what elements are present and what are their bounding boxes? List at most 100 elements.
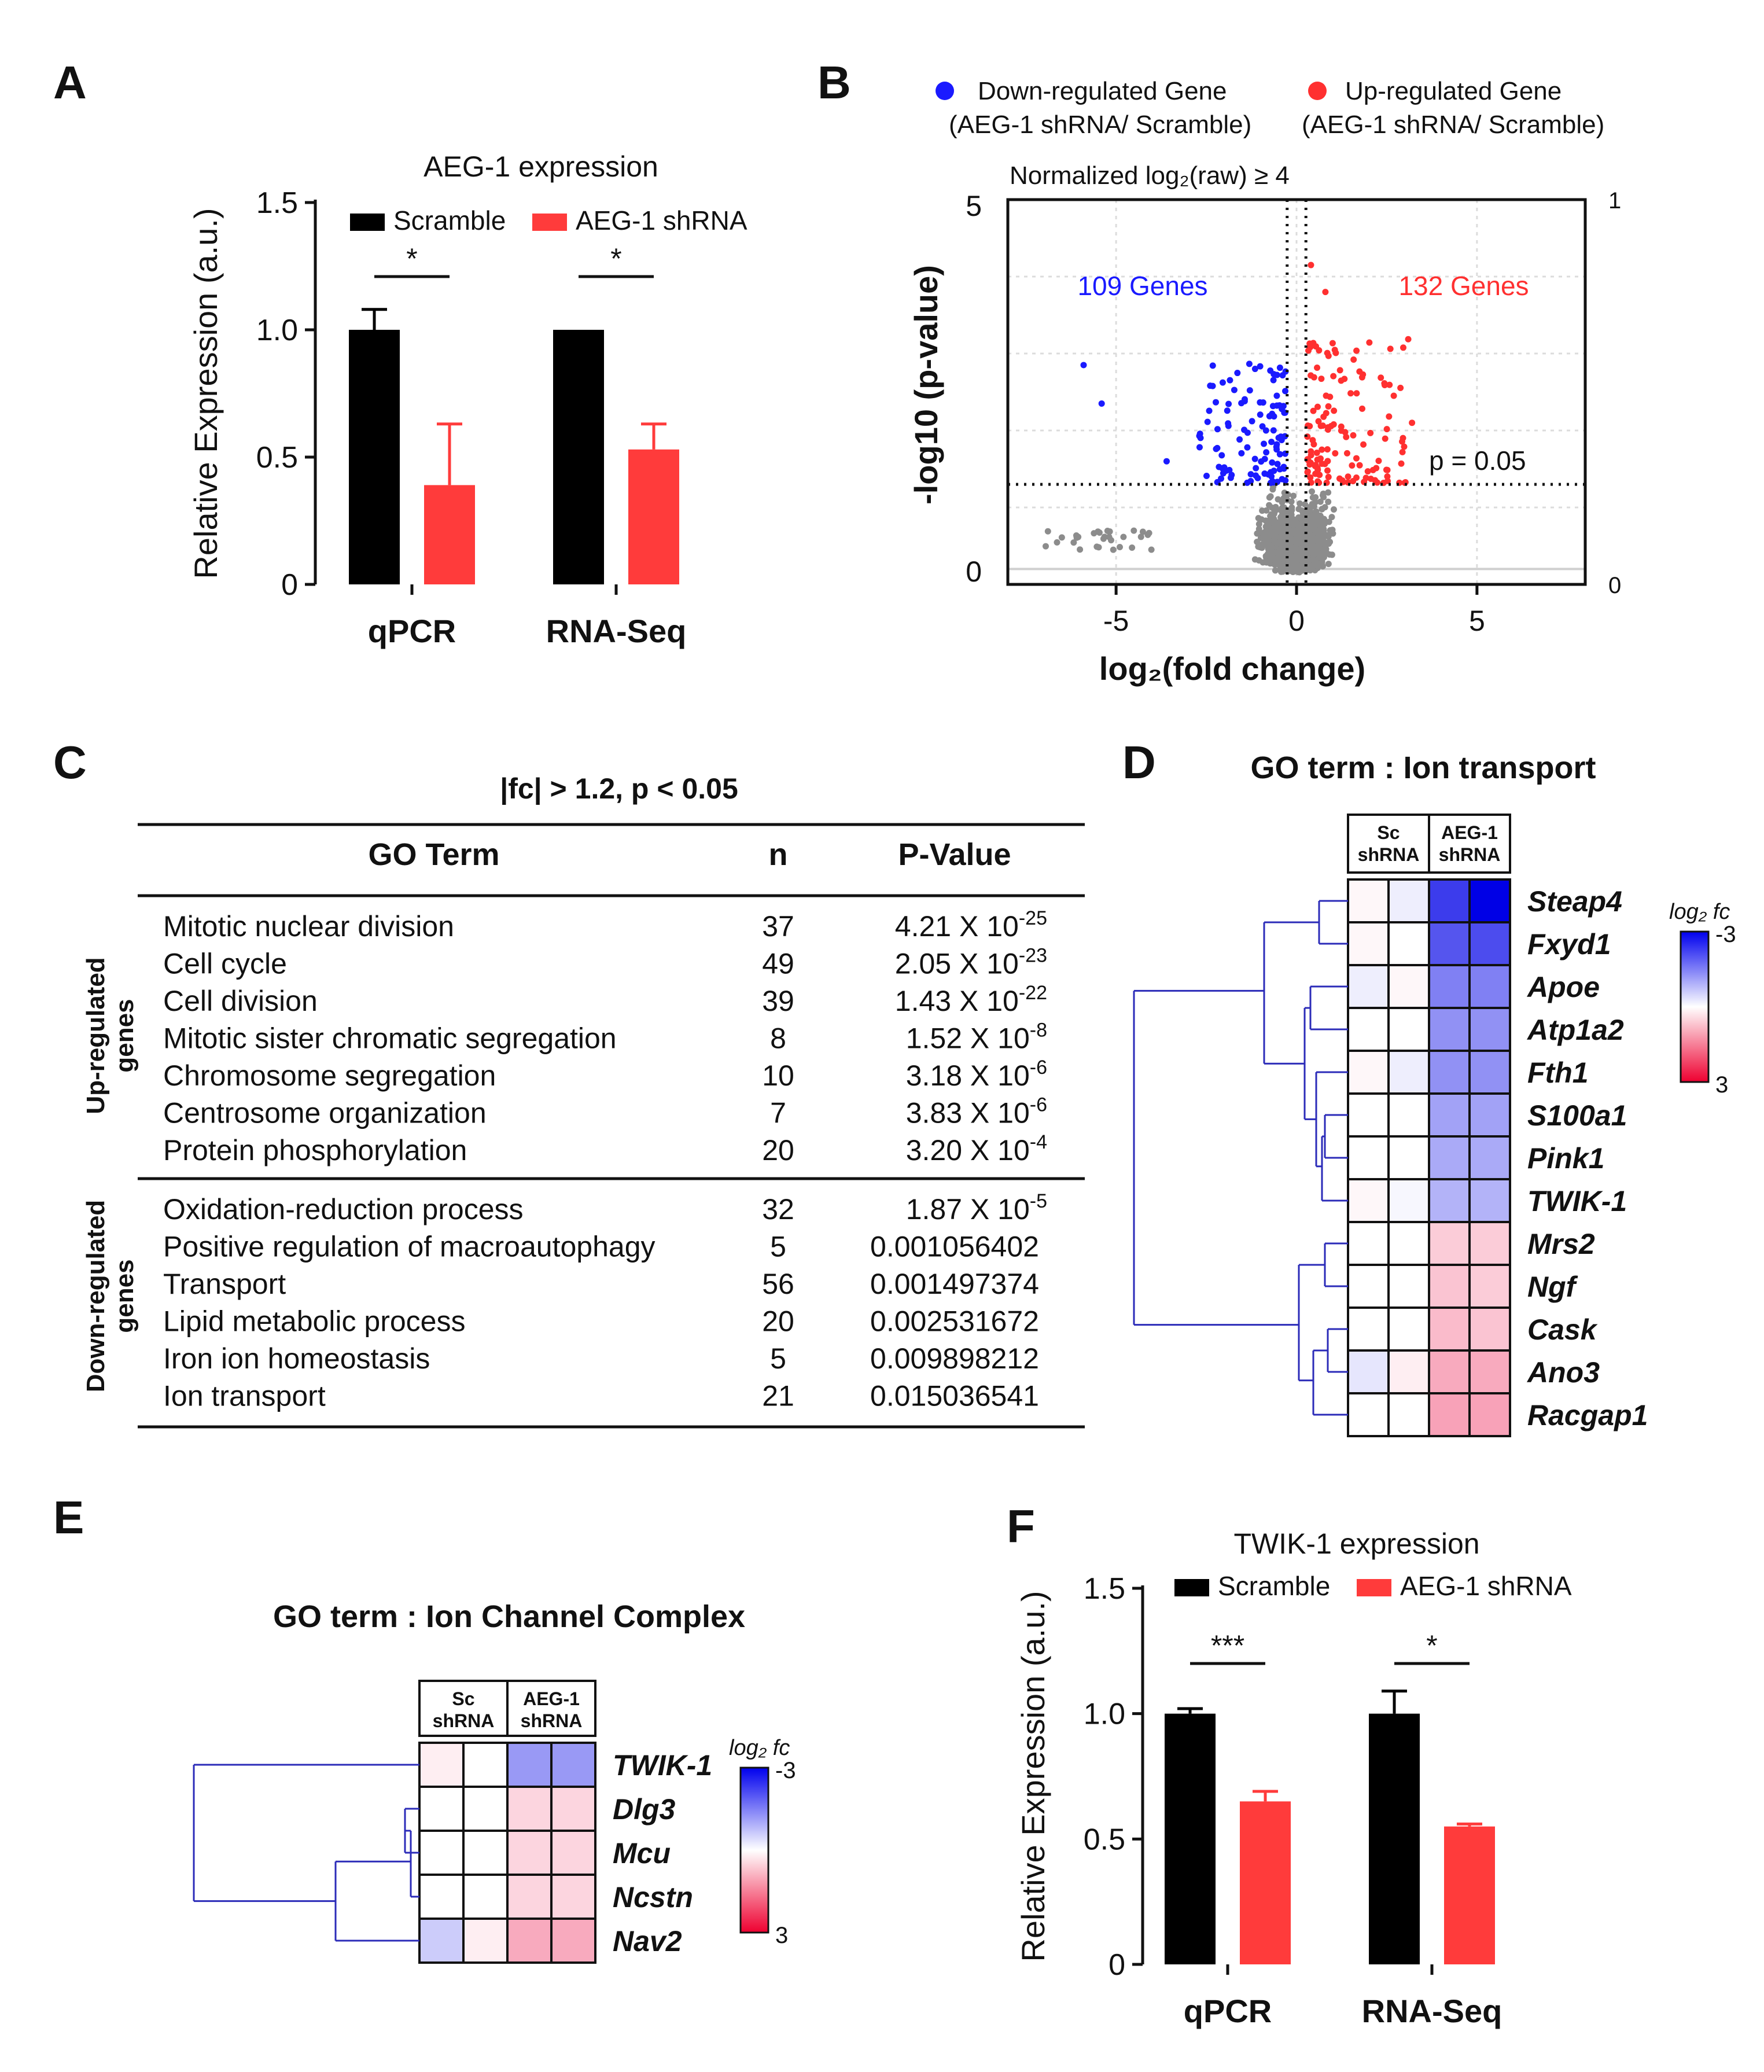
point-ns — [1266, 502, 1273, 509]
point-up — [1305, 347, 1312, 354]
point-up — [1386, 381, 1393, 388]
point-ns — [1148, 546, 1155, 553]
table-c-up-group-label: Up-regulated genes — [82, 957, 139, 1114]
y-tick-label: 1.0 — [256, 314, 298, 347]
point-down — [1204, 418, 1211, 425]
heatmap-cell — [1387, 1092, 1430, 1138]
gene-label: Pink1 — [1527, 1142, 1604, 1175]
point-ns — [1290, 492, 1297, 499]
column-group-label: shRNA — [1439, 844, 1501, 865]
point-up — [1312, 470, 1319, 477]
column-group-label: Sc — [1377, 822, 1400, 843]
point-ns — [1328, 551, 1335, 558]
point-ns — [1270, 537, 1277, 544]
point-up — [1314, 456, 1321, 463]
point-ns — [1295, 546, 1302, 553]
bar-scramble — [349, 330, 400, 584]
point-up — [1349, 462, 1356, 469]
point-up — [1314, 365, 1321, 371]
heatmap-cell — [506, 1918, 553, 1964]
heatmap-cell — [1468, 1092, 1511, 1138]
point-down — [1214, 444, 1221, 451]
point-up — [1306, 340, 1313, 347]
table-c-rows: Mitotic nuclear division 37 4.21 X 10-25 Ce… — [163, 907, 1047, 1412]
gene-label: Cask — [1527, 1313, 1598, 1346]
point-down — [1209, 382, 1216, 389]
legend-down-line1: Down-regulated Gene — [978, 77, 1227, 105]
panel-letter-e: E — [53, 1492, 84, 1543]
point-ns — [1268, 511, 1275, 518]
point-ns — [1120, 533, 1127, 540]
color-scale-max: 3 — [775, 1923, 788, 1948]
p-value-mantissa: 1.43 X 10 — [895, 985, 1019, 1017]
point-up — [1375, 457, 1382, 464]
heatmap-cell — [1468, 1392, 1511, 1437]
point-down — [1244, 444, 1251, 451]
panel-letter-b: B — [817, 57, 851, 108]
gene-label: Atp1a2 — [1526, 1014, 1624, 1046]
point-up — [1331, 407, 1338, 414]
point-ns — [1305, 550, 1312, 557]
heatmap-cell — [1468, 1178, 1511, 1223]
point-up — [1315, 418, 1322, 425]
point-up — [1350, 356, 1357, 363]
point-ns — [1272, 567, 1279, 574]
color-scale-min: -3 — [775, 1758, 796, 1783]
point-down — [1234, 370, 1241, 377]
point-up — [1320, 413, 1327, 420]
point-ns — [1310, 535, 1317, 542]
point-down — [1273, 402, 1280, 409]
down-label-line2: genes — [111, 1259, 139, 1333]
heatmap-cell — [1387, 1349, 1430, 1394]
point-ns — [1254, 539, 1261, 546]
p-value-cell: 4.21 X 10-25 — [895, 907, 1047, 943]
legend-down-marker — [936, 82, 954, 100]
point-up — [1322, 289, 1329, 296]
point-down — [1251, 366, 1258, 373]
p-value-exponent: -5 — [1030, 1190, 1047, 1212]
color-scale-min: -3 — [1715, 922, 1736, 947]
point-ns — [1139, 528, 1146, 535]
point-up — [1324, 467, 1331, 474]
point-ns — [1093, 543, 1100, 550]
point-down — [1276, 365, 1283, 371]
point-ns — [1303, 532, 1310, 539]
point-ns — [1117, 544, 1124, 551]
point-ns — [1319, 560, 1325, 566]
go-term-cell: Cell division — [163, 985, 318, 1017]
point-up — [1382, 435, 1389, 442]
point-ns — [1254, 530, 1261, 537]
point-down — [1270, 427, 1277, 434]
point-down — [1257, 411, 1264, 418]
color-scale-label: log₂ fc — [1669, 900, 1730, 924]
point-up — [1310, 441, 1317, 448]
point-ns — [1286, 565, 1292, 572]
significance-label: * — [406, 242, 417, 275]
heatmap-cell — [1468, 1264, 1511, 1309]
heatmap-cell — [1468, 921, 1511, 966]
point-up — [1398, 438, 1405, 445]
heatmap-cell — [418, 1742, 465, 1788]
bar-shrna — [424, 485, 475, 584]
gene-label: Dlg3 — [613, 1793, 676, 1826]
heatmap-e-title: GO term : Ion Channel Complex — [273, 1599, 745, 1634]
point-up — [1367, 429, 1374, 436]
point-ns — [1137, 533, 1144, 540]
point-ns — [1314, 565, 1321, 572]
heatmap-cell — [1428, 1178, 1471, 1223]
x-tick-label: -5 — [1103, 605, 1129, 637]
heatmap-cell — [1428, 1264, 1471, 1309]
heatmap-cell — [1428, 1306, 1471, 1352]
heatmap-cell — [1387, 878, 1430, 923]
gene-label: TWIK-1 — [613, 1749, 712, 1782]
point-up — [1338, 427, 1345, 434]
down-count-label: 109 Genes — [1077, 271, 1207, 301]
column-group-label: shRNA — [1358, 844, 1420, 865]
gene-label: TWIK-1 — [1527, 1185, 1627, 1217]
point-ns — [1054, 539, 1060, 546]
color-scale-label: log₂ fc — [729, 1736, 790, 1760]
legend-scramble-swatch — [1174, 1579, 1209, 1596]
point-up — [1330, 373, 1337, 380]
point-ns — [1280, 495, 1287, 502]
